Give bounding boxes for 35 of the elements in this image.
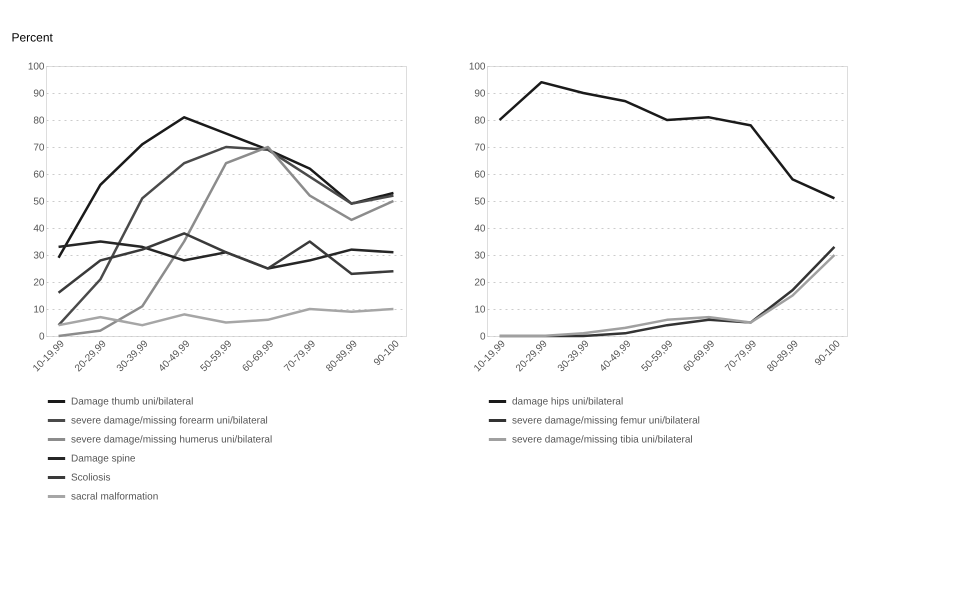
- y-tick-label: 90: [33, 88, 45, 100]
- y-tick-label: 30: [33, 250, 45, 262]
- y-tick-label: 0: [38, 332, 45, 342]
- y-tick-label: 30: [474, 250, 486, 262]
- y-tick-label: 80: [33, 116, 45, 126]
- y-tick-label: 10: [33, 304, 45, 316]
- y-tick-label: 50: [33, 196, 45, 208]
- line-series: [57, 308, 395, 326]
- y-tick-label: 40: [33, 224, 45, 234]
- y-tick-label: 40: [474, 224, 486, 234]
- line-series: [498, 80, 836, 200]
- legend-label: severe damage/missing femur uni/bilateral: [512, 416, 700, 426]
- legend-label: severe damage/missing humerus uni/bilateral: [71, 434, 272, 446]
- legend-label: Scoliosis: [71, 472, 110, 484]
- line-series: [57, 232, 395, 294]
- y-tick-label: 50: [474, 196, 486, 208]
- y-tick-label: 20: [474, 278, 486, 288]
- y-tick-label: 10: [474, 304, 486, 316]
- legend-label: Damage thumb uni/bilateral: [71, 396, 194, 408]
- y-tick-label: 20: [33, 278, 45, 288]
- y-axis-title: Percent: [12, 30, 54, 44]
- y-tick-label: 80: [474, 116, 486, 126]
- legend-label: severe damage/missing forearm uni/bilateral: [71, 416, 268, 426]
- y-tick-label: 0: [480, 332, 486, 342]
- y-tick-label: 90: [474, 88, 486, 100]
- y-tick-label: 70: [33, 142, 45, 154]
- y-tick-label: 60: [33, 170, 45, 180]
- y-tick-label: 100: [28, 62, 45, 72]
- legend-label: sacral malformation: [71, 492, 158, 502]
- legend-label: Damage spine: [71, 454, 136, 464]
- y-tick-label: 70: [474, 142, 486, 154]
- y-tick-label: 100: [468, 62, 486, 72]
- legend-label: damage hips uni/bilateral: [512, 396, 624, 408]
- legend-label: severe damage/missing tibia uni/bilateral: [512, 434, 693, 446]
- y-tick-label: 60: [474, 170, 486, 180]
